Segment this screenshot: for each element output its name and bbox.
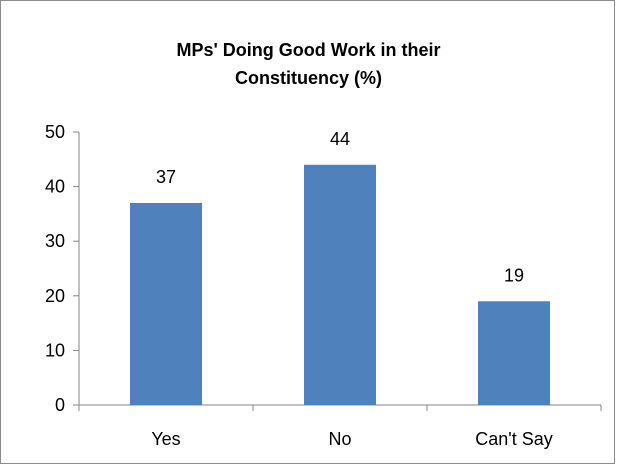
bar-no (304, 164, 376, 405)
y-tick-label: 40 (45, 177, 65, 197)
x-tick-label: No (328, 429, 351, 449)
data-label: 19 (504, 265, 524, 285)
x-tick-label: Can't Say (475, 429, 552, 449)
chart-title: MPs' Doing Good Work in their Constituen… (176, 40, 441, 88)
x-tick-label: Yes (151, 429, 180, 449)
y-tick-label: 0 (55, 395, 65, 415)
data-label: 37 (156, 167, 176, 187)
y-tick-label: 30 (45, 231, 65, 251)
bar-yes (130, 202, 202, 405)
data-label: 44 (330, 129, 350, 149)
y-tick-label: 10 (45, 340, 65, 360)
bar-can-t-say (478, 301, 550, 405)
y-tick-label: 50 (45, 122, 65, 142)
y-tick-label: 20 (45, 286, 65, 306)
